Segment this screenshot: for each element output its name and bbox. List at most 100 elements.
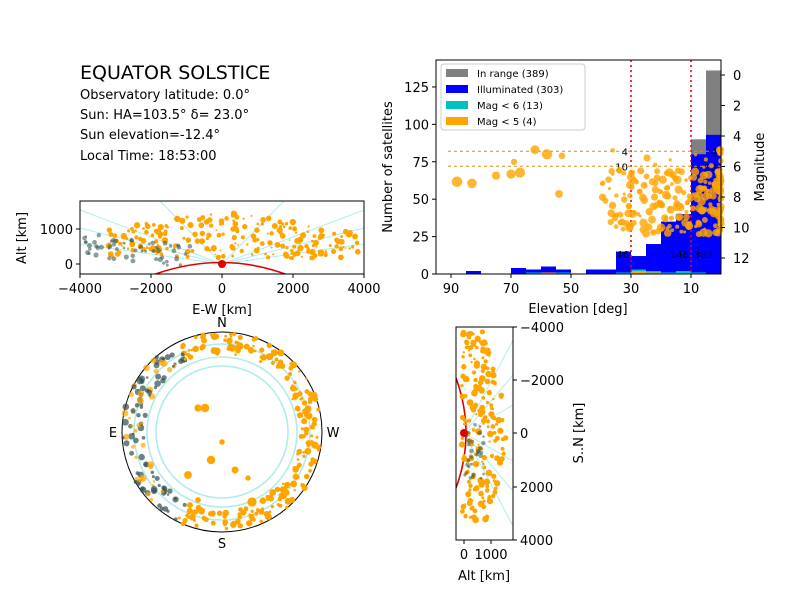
satellite-dot: [192, 512, 195, 515]
satellite-dot: [461, 364, 467, 370]
satellite-dot: [250, 253, 254, 256]
shadowed-satellite-dot: [171, 248, 177, 254]
satellite-dot: [216, 510, 223, 516]
shadowed-satellite-dot: [466, 458, 471, 463]
satellite-dot: [140, 421, 144, 425]
magnitude-point: [639, 218, 648, 228]
shadowed-satellite-dot: [111, 256, 117, 262]
satellite-dot: [468, 516, 472, 519]
satellite-dot: [223, 338, 227, 342]
satellite-dot: [285, 246, 289, 250]
magnitude-point: [627, 193, 633, 199]
north-label: N: [217, 316, 227, 331]
satellite-dot: [480, 368, 485, 374]
bin-count-label: 146: [670, 250, 689, 261]
satellite-dot: [134, 403, 140, 408]
ew-satellites: [82, 210, 361, 267]
histogram-xtick: 90: [443, 282, 460, 297]
satellite-dot: [215, 254, 221, 260]
magnitude-point: [674, 185, 683, 194]
satellite-dot: [173, 217, 177, 221]
satellite-dot: [466, 479, 471, 484]
shadowed-satellite-dot: [168, 244, 173, 248]
shadowed-satellite-dot: [96, 232, 102, 238]
satellite-dot: [201, 217, 204, 221]
magnitude-point: [712, 223, 718, 229]
ew-panel: −4000 −2000 0 2000 4000 E-W [km] 0 1000 …: [15, 200, 381, 318]
satellite-dot: [128, 392, 134, 398]
satellite-dot: [220, 253, 226, 259]
shadowed-satellite-dot: [93, 252, 99, 258]
ew-xtick: 0: [218, 282, 226, 297]
satellite-dot: [299, 242, 301, 245]
satellite-dot: [210, 347, 218, 355]
satellite-dot: [250, 233, 257, 239]
satellite-dot: [157, 243, 159, 246]
magnitude-point: [714, 168, 721, 175]
satellite-dot: [494, 480, 501, 487]
satellite-dot: [301, 400, 308, 406]
satellite-dot: [480, 329, 486, 335]
satellite-dot: [497, 462, 500, 465]
satellite-dot: [470, 514, 475, 520]
magnitude-point: [605, 176, 612, 183]
satellite-dot: [274, 357, 279, 362]
magnitude-point: [682, 230, 687, 234]
satellite-dot: [459, 414, 466, 421]
magnitude-point: [514, 167, 526, 178]
legend-swatch: [446, 117, 468, 125]
histogram-bar: [646, 244, 661, 274]
satellite-dot: [130, 424, 134, 428]
histogram-y2tick: 4: [733, 130, 741, 145]
histogram-bar: [676, 271, 691, 274]
magnitude-point: [663, 217, 668, 223]
satellite-dot: [264, 252, 267, 256]
satellite-dot: [328, 244, 332, 247]
satellite-dot: [247, 347, 255, 354]
satellite-dot: [137, 482, 141, 486]
satellite-dot: [165, 225, 169, 229]
satellite-dot: [183, 357, 187, 361]
satellite-dot: [121, 436, 125, 440]
histogram-bar: [616, 272, 631, 274]
satellite-dot: [135, 471, 140, 476]
satellite-dot: [465, 331, 472, 337]
satellite-dot: [136, 423, 141, 428]
magnitude-point: [558, 152, 566, 160]
ns-ytick: 2000: [520, 481, 553, 496]
magnitude-point: [640, 196, 649, 204]
satellite-dot: [139, 405, 144, 409]
satellite-dot: [316, 407, 321, 412]
satellite-dot: [304, 243, 309, 249]
magnitude-point: [643, 173, 650, 180]
histogram-ytick: 125: [404, 81, 429, 96]
shadowed-satellite-dot: [154, 257, 159, 262]
satellite-dot: [185, 215, 189, 219]
satellite-dot: [500, 446, 505, 451]
shadowed-satellite-dot: [138, 246, 142, 250]
satellite-dot: [199, 230, 206, 237]
magnitude-point: [672, 195, 678, 201]
shadowed-satellite-dot: [178, 263, 183, 267]
magnitude-point: [668, 158, 672, 162]
ns-yaxis: −4000 −2000 0 2000 4000 S..N [km]: [513, 321, 587, 549]
satellite-dot: [256, 246, 260, 250]
satellite-dot: [312, 396, 319, 402]
ns-satellites: [458, 329, 509, 524]
shadowed-satellite-dot: [468, 454, 474, 459]
satellite-dot: [312, 234, 317, 238]
shadowed-satellite-dot: [98, 244, 104, 250]
satellite-dot: [464, 346, 468, 349]
satellite-dot: [311, 416, 318, 423]
satellite-dot: [290, 480, 298, 488]
magnitude-point: [638, 214, 642, 218]
satellite-dot: [472, 487, 477, 492]
satellite-dot: [182, 236, 186, 240]
satellite-dot: [468, 345, 474, 351]
satellite-dot: [490, 493, 496, 499]
satellite-dot: [131, 229, 136, 234]
satellite-dot: [142, 412, 148, 418]
figure-title: EQUATOR SOLSTICE: [80, 62, 271, 84]
satellite-dot: [229, 335, 233, 338]
